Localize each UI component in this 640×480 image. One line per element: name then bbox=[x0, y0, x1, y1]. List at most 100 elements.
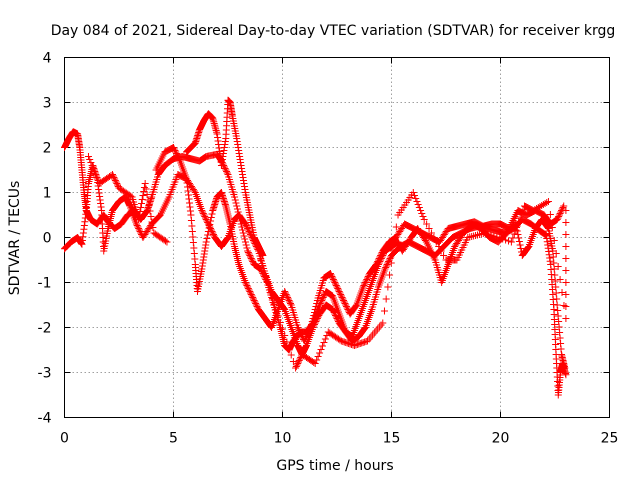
data-point bbox=[285, 297, 293, 304]
data-point bbox=[110, 174, 118, 181]
data-point bbox=[294, 358, 302, 366]
data-point bbox=[352, 302, 360, 310]
data-point bbox=[336, 289, 344, 297]
data-point bbox=[430, 234, 438, 241]
data-point bbox=[175, 156, 183, 163]
data-point bbox=[293, 361, 301, 369]
data-point bbox=[284, 294, 292, 301]
data-point bbox=[247, 255, 255, 262]
data-point bbox=[295, 327, 303, 334]
data-point bbox=[149, 224, 157, 231]
data-point bbox=[134, 223, 142, 231]
data-point bbox=[515, 238, 523, 245]
data-point bbox=[199, 208, 207, 216]
data-point bbox=[555, 213, 563, 220]
data-point bbox=[487, 231, 495, 239]
data-point bbox=[382, 262, 390, 270]
data-point bbox=[233, 202, 241, 210]
data-point bbox=[516, 214, 524, 222]
data-point bbox=[391, 235, 399, 243]
y-tick-label: 3 bbox=[43, 96, 52, 112]
data-point bbox=[247, 253, 255, 261]
data-point bbox=[548, 224, 556, 231]
axis-ticks bbox=[64, 57, 610, 418]
data-point bbox=[86, 156, 94, 163]
data-point bbox=[201, 213, 209, 220]
data-point bbox=[336, 336, 344, 344]
data-point bbox=[562, 291, 570, 298]
data-point bbox=[310, 312, 318, 319]
data-point bbox=[91, 168, 99, 175]
data-point bbox=[437, 247, 445, 255]
data-point bbox=[163, 238, 171, 246]
data-point bbox=[136, 208, 144, 215]
x-tick-label: 20 bbox=[492, 431, 510, 447]
data-point bbox=[331, 279, 339, 286]
data-point bbox=[260, 267, 268, 275]
data-point bbox=[281, 332, 289, 339]
data-point bbox=[267, 289, 275, 297]
data-point bbox=[295, 357, 303, 364]
data-point bbox=[382, 295, 390, 303]
data-point bbox=[418, 210, 426, 217]
x-tick-label: 0 bbox=[60, 431, 69, 447]
y-tick-labels: -4 -3 -2 -1 0 1 2 3 4 bbox=[38, 51, 52, 427]
data-point bbox=[318, 342, 326, 350]
data-point bbox=[307, 324, 315, 331]
data-point bbox=[562, 371, 570, 379]
data-point bbox=[337, 291, 345, 298]
data-point bbox=[550, 265, 558, 273]
data-point bbox=[556, 276, 564, 283]
data-point bbox=[231, 193, 239, 201]
data-point bbox=[241, 220, 249, 228]
data-point bbox=[557, 208, 565, 216]
data-point bbox=[562, 267, 570, 274]
data-point bbox=[244, 283, 252, 291]
data-point bbox=[361, 279, 369, 286]
data-point bbox=[249, 295, 257, 303]
data-point bbox=[162, 237, 170, 245]
data-point bbox=[341, 300, 349, 307]
data-point bbox=[524, 244, 532, 251]
data-point bbox=[170, 145, 178, 153]
data-point bbox=[504, 237, 512, 245]
data-point bbox=[311, 306, 319, 313]
data-point bbox=[552, 250, 560, 257]
data-point bbox=[243, 282, 251, 289]
data-point bbox=[246, 252, 254, 259]
data-point bbox=[553, 216, 561, 223]
series-track-c bbox=[152, 144, 568, 345]
data-point bbox=[361, 280, 369, 288]
y-tick-label: 1 bbox=[43, 186, 52, 202]
data-point bbox=[314, 353, 322, 360]
data-point bbox=[372, 261, 380, 268]
data-point bbox=[247, 289, 255, 297]
data-point bbox=[170, 144, 177, 151]
data-point bbox=[281, 288, 289, 295]
data-point bbox=[554, 263, 562, 270]
data-point bbox=[143, 191, 151, 198]
data-point bbox=[425, 225, 433, 232]
data-point bbox=[374, 258, 382, 265]
data-point bbox=[359, 283, 367, 291]
data-point bbox=[481, 229, 489, 237]
data-point bbox=[286, 298, 294, 306]
y-tick-label: -1 bbox=[38, 276, 52, 292]
data-point bbox=[374, 256, 382, 264]
data-point bbox=[513, 222, 521, 230]
data-point bbox=[138, 200, 146, 207]
data-point bbox=[281, 289, 289, 297]
data-point bbox=[142, 185, 150, 193]
data-point bbox=[334, 316, 342, 324]
data-point bbox=[294, 360, 302, 367]
data-point bbox=[389, 247, 397, 255]
data-point bbox=[141, 180, 149, 187]
data-point bbox=[252, 300, 260, 307]
data-point bbox=[559, 204, 567, 211]
data-point bbox=[327, 271, 335, 279]
data-point bbox=[363, 276, 371, 283]
data-point bbox=[337, 292, 345, 300]
data-point bbox=[251, 298, 259, 306]
data-point bbox=[419, 213, 427, 220]
data-point bbox=[294, 324, 302, 331]
